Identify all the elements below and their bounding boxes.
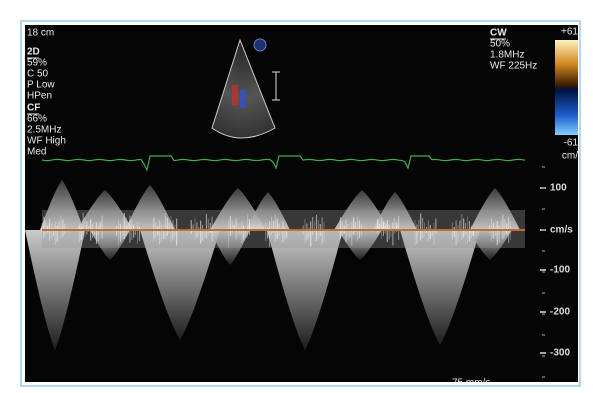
color-bar — [555, 40, 578, 135]
label: 59% — [27, 58, 47, 69]
label: 2.5MHz — [27, 125, 61, 136]
label: 50% — [490, 39, 510, 50]
label: -200 — [550, 307, 570, 318]
label: 18 cm — [27, 28, 54, 39]
orientation-icon — [254, 39, 266, 51]
label: CW — [490, 28, 507, 39]
label: Med — [27, 147, 46, 158]
ultrasound-screen: 18 cm 2D59%C 50P LowHPenCF66%2.5MHzWF Hig… — [0, 0, 593, 393]
label: 1.8MHz — [490, 50, 524, 61]
label: 100 — [550, 183, 567, 194]
label: C 50 — [27, 69, 49, 80]
label: -100 — [550, 265, 570, 276]
label: cm/ — [562, 151, 578, 162]
label: +61 — [561, 27, 578, 38]
color-flow — [240, 90, 246, 108]
label: WF 225Hz — [490, 61, 537, 72]
label: HPen — [27, 91, 52, 102]
label: WF High — [27, 136, 66, 147]
label: P Low — [27, 80, 55, 91]
label: -300 — [550, 348, 570, 359]
label: cm/s — [550, 225, 573, 236]
label: -61 — [564, 138, 579, 149]
label: 66% — [27, 114, 47, 125]
color-flow — [232, 85, 238, 105]
label: CF — [27, 103, 40, 114]
label: 75 mm/s — [452, 378, 490, 389]
label: 2D — [27, 47, 40, 58]
